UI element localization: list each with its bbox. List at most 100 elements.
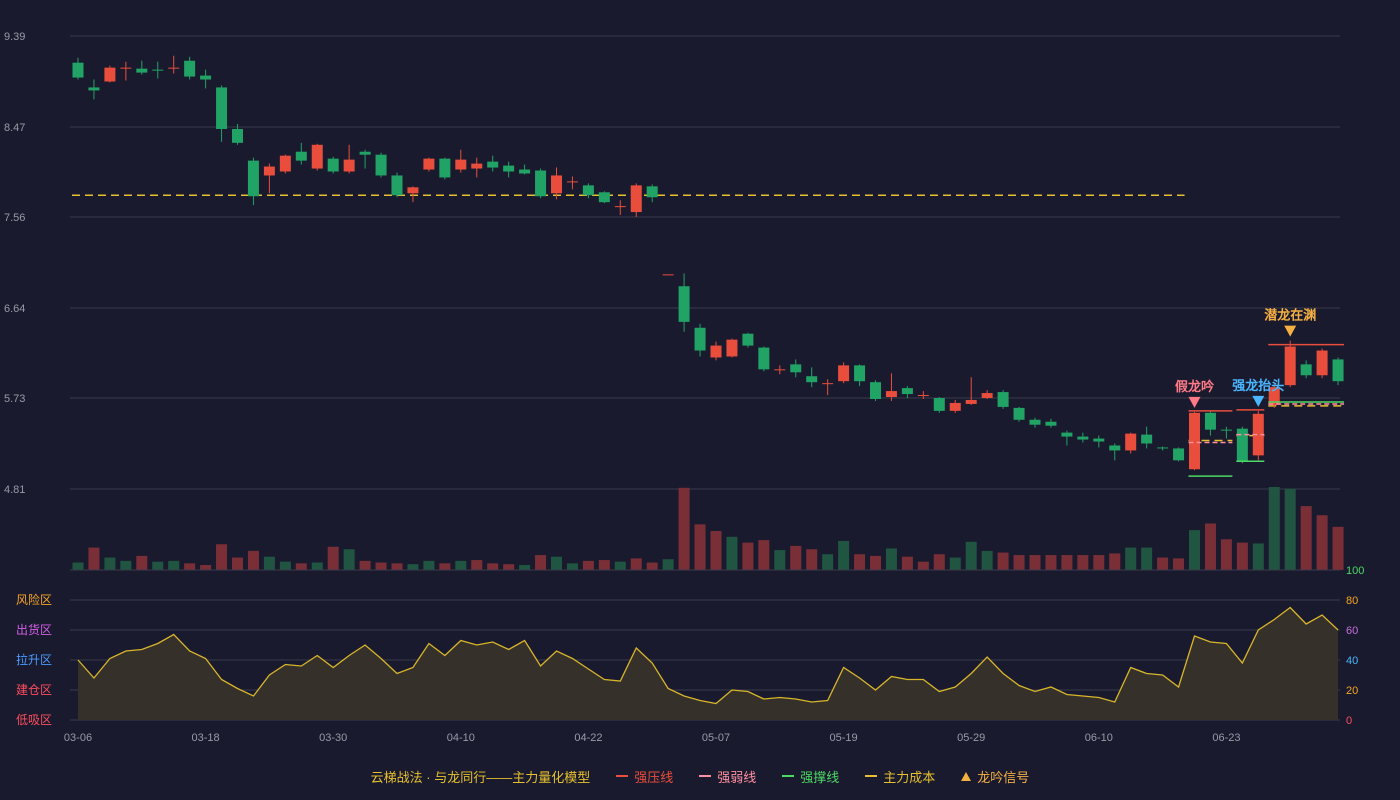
candle[interactable] [1284, 340, 1296, 388]
candle[interactable] [407, 186, 419, 203]
candle[interactable] [343, 144, 355, 174]
candle[interactable] [1173, 447, 1185, 462]
legend-item-weak[interactable]: 强弱线 [699, 767, 756, 786]
legend-item-pressure[interactable]: 强压线 [616, 767, 673, 786]
candle[interactable] [72, 57, 84, 80]
candle[interactable] [232, 124, 243, 145]
candle[interactable] [263, 163, 275, 194]
candle-body [423, 158, 435, 170]
candle[interactable] [359, 149, 371, 169]
candle[interactable] [1109, 443, 1121, 461]
candle[interactable] [997, 390, 1009, 409]
candle[interactable] [1316, 348, 1328, 379]
candle[interactable] [104, 65, 116, 83]
candle[interactable] [455, 149, 467, 173]
candle[interactable] [726, 338, 738, 358]
candle-body [295, 151, 307, 161]
candle[interactable] [1252, 410, 1264, 461]
candle[interactable] [1045, 418, 1057, 428]
candle[interactable] [1013, 406, 1025, 422]
candle[interactable] [1061, 430, 1073, 446]
candle[interactable] [1204, 410, 1216, 436]
candle[interactable] [471, 157, 483, 178]
signal-false[interactable]: 假龙吟 [1175, 379, 1214, 408]
candle[interactable] [423, 157, 435, 172]
candle[interactable] [519, 164, 531, 175]
candle[interactable] [551, 167, 562, 200]
candle[interactable] [933, 397, 945, 413]
candle[interactable] [630, 183, 642, 218]
candle[interactable] [1029, 417, 1041, 428]
candle[interactable] [965, 377, 977, 405]
candle[interactable] [1141, 426, 1153, 449]
candle[interactable] [327, 156, 339, 174]
legend-item-signal[interactable]: 龙吟信号 [961, 767, 1029, 786]
candle[interactable] [295, 142, 307, 165]
candle[interactable] [710, 341, 722, 361]
candle[interactable] [790, 359, 802, 378]
candle[interactable] [917, 391, 929, 399]
candle[interactable] [822, 379, 834, 396]
candle[interactable] [375, 152, 387, 178]
legend-item-cost[interactable]: 主力成本 [865, 767, 935, 786]
candle[interactable] [678, 273, 690, 332]
candle[interactable] [742, 332, 754, 348]
candle[interactable] [694, 323, 706, 357]
candle[interactable] [1300, 360, 1312, 379]
candle[interactable] [1332, 357, 1344, 386]
candle[interactable] [391, 172, 403, 198]
candle[interactable] [885, 373, 897, 401]
candle[interactable] [311, 143, 323, 171]
legend-item-support[interactable]: 强撑线 [782, 767, 839, 786]
candle[interactable] [614, 200, 626, 216]
candle[interactable] [981, 390, 993, 399]
candle[interactable] [870, 380, 881, 401]
volume-bar [901, 556, 913, 570]
candle[interactable] [120, 61, 132, 81]
candle[interactable] [949, 399, 961, 413]
candle[interactable] [1189, 411, 1200, 471]
candle[interactable] [216, 85, 228, 142]
candle[interactable] [598, 191, 610, 204]
candle[interactable] [758, 346, 770, 372]
candle-body [216, 87, 228, 129]
legend-title: 云梯战法 · 与龙同行——主力量化模型 [370, 769, 591, 785]
candle[interactable] [136, 60, 148, 75]
candle[interactable] [901, 386, 913, 399]
date-tick-label: 04-22 [574, 732, 602, 744]
candle[interactable] [503, 161, 515, 178]
candle[interactable] [279, 154, 291, 174]
candle[interactable] [1077, 432, 1089, 443]
candle[interactable] [1093, 435, 1105, 448]
candle-body [1252, 413, 1264, 456]
candle[interactable] [1157, 446, 1169, 451]
candle[interactable] [582, 183, 594, 199]
candle[interactable] [1125, 432, 1137, 454]
volume-bar [439, 563, 451, 570]
candle[interactable] [247, 157, 259, 206]
legend-swatch-cost [865, 775, 878, 777]
candle[interactable] [838, 362, 850, 384]
candle[interactable] [1236, 426, 1248, 464]
candle[interactable] [806, 367, 818, 388]
candle[interactable] [200, 69, 212, 89]
candle[interactable] [1268, 384, 1280, 408]
candle[interactable] [168, 55, 180, 74]
candle[interactable] [774, 365, 786, 375]
candle[interactable] [646, 184, 658, 203]
candle[interactable] [535, 168, 547, 199]
candle[interactable] [1220, 426, 1232, 439]
candle[interactable] [152, 61, 164, 79]
candle[interactable] [854, 364, 866, 387]
candle[interactable] [487, 155, 499, 172]
candle[interactable] [88, 79, 100, 100]
volume-bar [965, 541, 977, 570]
signal-rise[interactable]: 强龙抬头 [1232, 378, 1284, 407]
candle[interactable] [566, 176, 578, 190]
candle[interactable] [184, 56, 196, 80]
candle[interactable] [439, 157, 451, 180]
candle-body [742, 333, 754, 346]
volume-bar [933, 554, 945, 570]
candle[interactable] [662, 274, 674, 276]
signal-signal[interactable]: 潜龙在渊 [1264, 308, 1316, 337]
